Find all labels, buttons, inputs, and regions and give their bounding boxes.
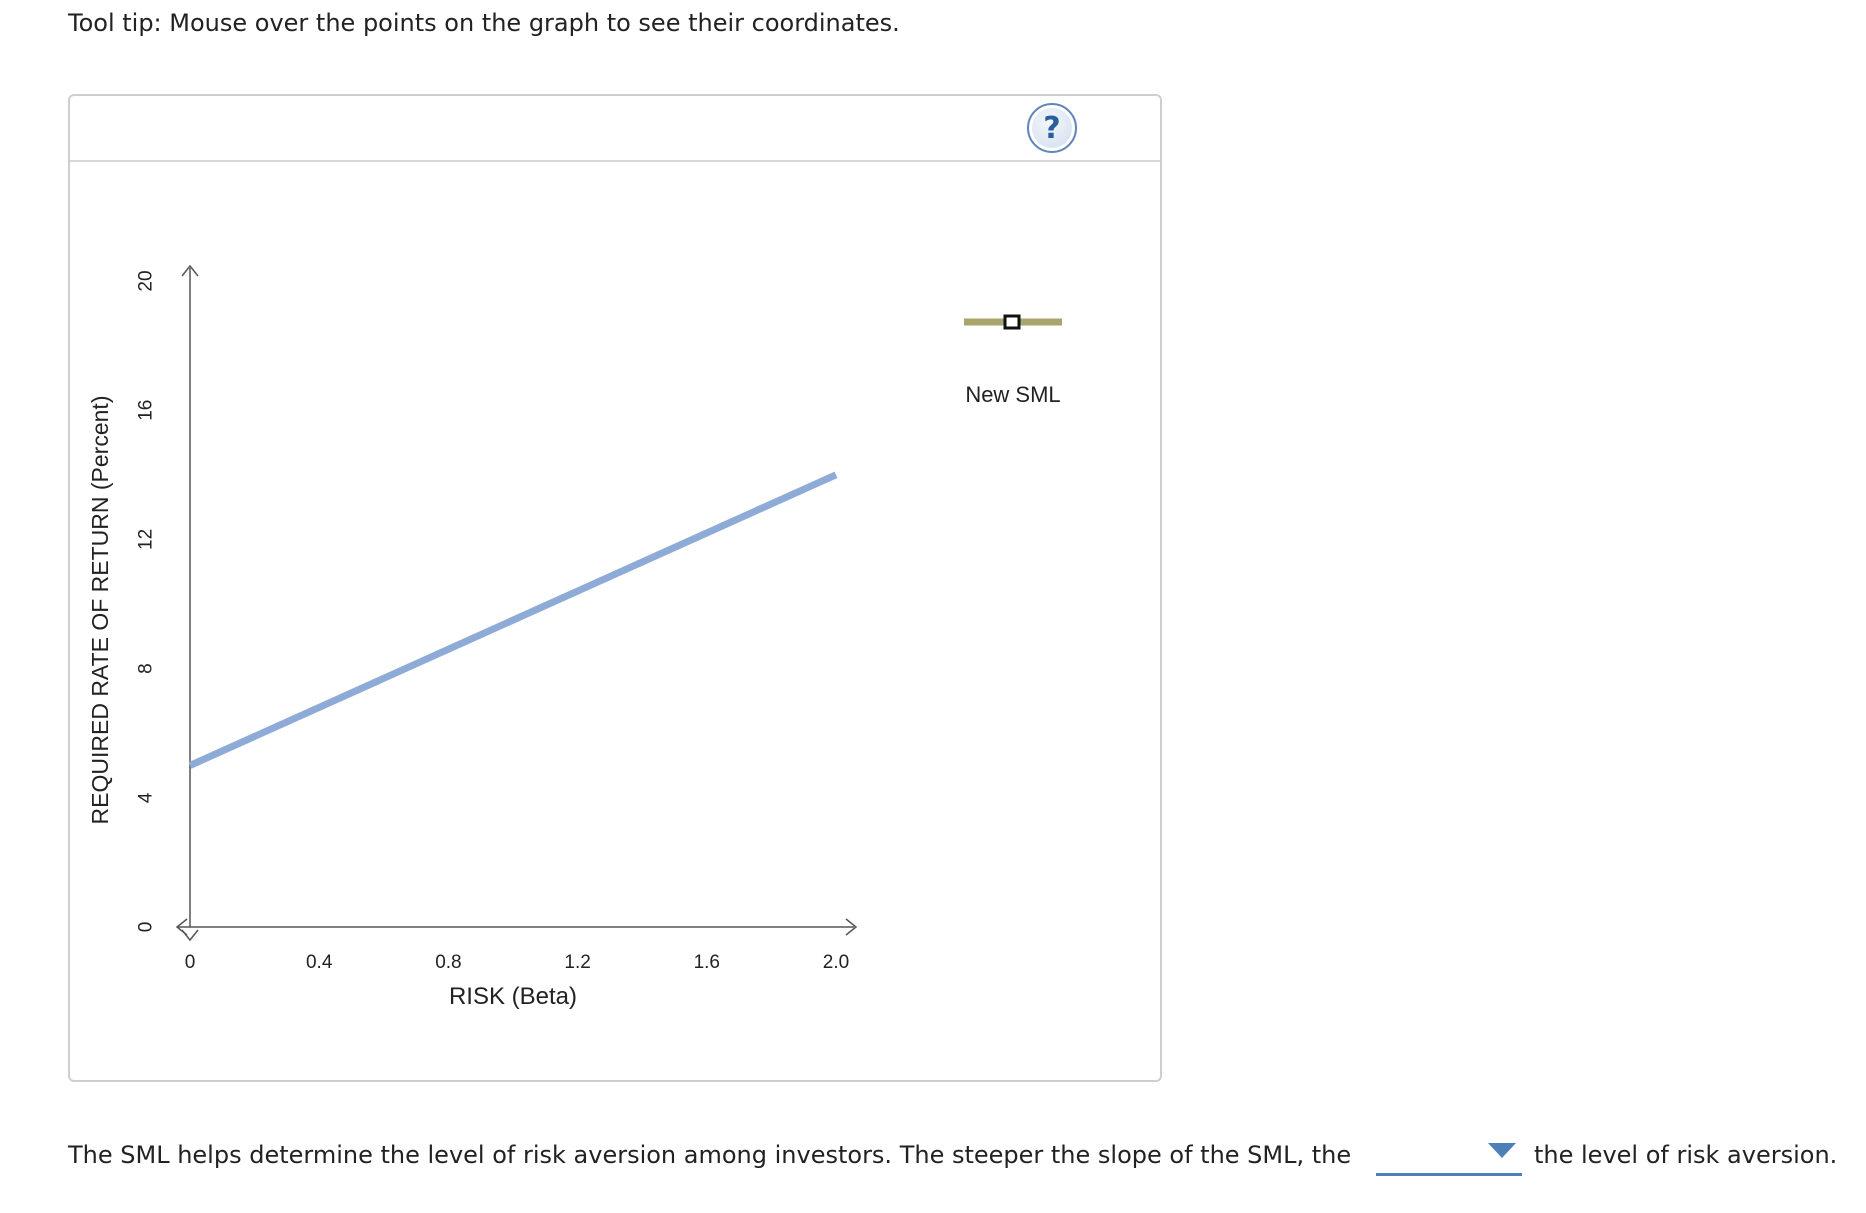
y-tick-label: 8 <box>136 663 157 674</box>
x-tick-label: 1.6 <box>694 952 720 973</box>
x-axis-label: RISK (Beta) <box>449 983 577 1010</box>
chart-series[interactable] <box>188 471 838 769</box>
dropdown-arrow-icon <box>1488 1143 1516 1158</box>
x-tick-label: 0.4 <box>306 952 333 973</box>
chart-axes <box>175 264 858 942</box>
risk-aversion-question: The SML helps determine the level of ris… <box>68 1138 1858 1178</box>
x-axis-arrow-icon <box>845 918 858 936</box>
y-tick-label: 12 <box>136 529 157 550</box>
sml-line[interactable] <box>188 471 838 769</box>
sml-chart[interactable]: 0 0.4 0.8 1.2 1.6 2.0 0 4 8 12 16 20 RISK (Beta) R… <box>0 0 1866 1100</box>
x-tick-label: 0.8 <box>435 952 461 973</box>
x-tick-label: 0 <box>185 952 196 973</box>
x-tick-labels: 0 0.4 0.8 1.2 1.6 2.0 <box>185 952 850 973</box>
graph-panel-header <box>70 96 1160 162</box>
y-axis-arrow-icon <box>181 264 199 277</box>
y-tick-label: 20 <box>136 270 157 291</box>
x-tick-label: 1.2 <box>564 952 590 973</box>
y-tick-label: 4 <box>136 792 157 803</box>
tooltip-instructions: Tool tip: Mouse over the points on the g… <box>68 9 900 37</box>
y-axis-label: REQUIRED RATE OF RETURN (Percent) <box>87 396 113 825</box>
graph-panel <box>68 94 1162 1082</box>
answer-dropdown[interactable] <box>1376 1134 1522 1176</box>
question-text-before: The SML helps determine the level of ris… <box>68 1141 1352 1169</box>
help-button[interactable]: ? <box>1027 103 1077 153</box>
chart-legend[interactable]: New SML <box>964 314 1062 407</box>
y-tick-labels: 0 4 8 12 16 20 <box>136 270 157 932</box>
y-tick-label: 0 <box>136 922 157 933</box>
help-icon: ? <box>1043 110 1061 146</box>
x-tick-label: 2.0 <box>823 952 849 973</box>
legend-marker-icon[interactable] <box>1003 314 1021 330</box>
legend-label: New SML <box>965 382 1060 407</box>
y-tick-label: 16 <box>136 400 157 421</box>
question-text-after: the level of risk aversion. <box>1534 1141 1838 1169</box>
y-axis-down-arrow-icon <box>181 929 199 942</box>
